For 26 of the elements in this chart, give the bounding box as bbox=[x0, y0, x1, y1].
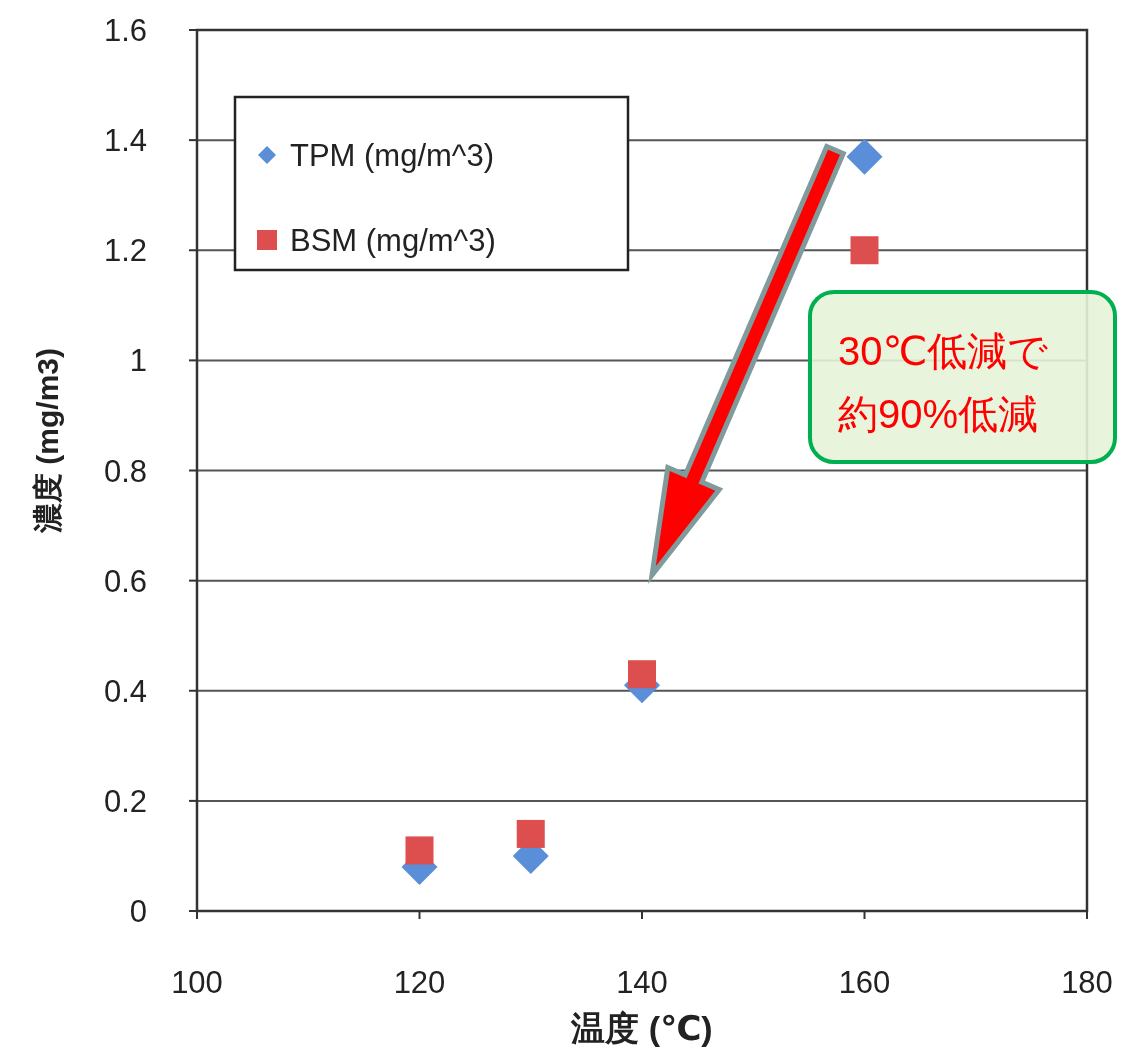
x-tick-label: 180 bbox=[1061, 965, 1113, 1000]
x-tick-label: 160 bbox=[838, 965, 891, 1000]
y-tick-label: 0.8 bbox=[103, 453, 147, 489]
point bbox=[846, 138, 883, 175]
y-tick-label: 1.6 bbox=[103, 13, 147, 48]
legend-label: TPM (mg/m^3) bbox=[290, 138, 494, 173]
y-tick-label: 1 bbox=[129, 343, 147, 379]
point bbox=[628, 660, 656, 689]
y-axis-title: 濃度 (mg/m3) bbox=[31, 347, 64, 535]
annotation: 30℃低減で 約90%低減 bbox=[808, 290, 1117, 464]
y-tick-label: 0.6 bbox=[103, 563, 147, 599]
y-tick-label: 0.4 bbox=[103, 673, 147, 709]
point bbox=[850, 236, 879, 265]
y-tick-label: 0 bbox=[129, 894, 147, 929]
y-tick-label: 0.2 bbox=[103, 783, 147, 819]
point bbox=[405, 836, 434, 865]
x-tick-label: 140 bbox=[616, 965, 668, 1000]
legend-label: BSM (mg/m^3) bbox=[290, 223, 496, 258]
annotation: 約90%低減 bbox=[838, 392, 1039, 436]
point bbox=[516, 819, 545, 848]
x-axis-title: 温度 (℃) bbox=[570, 1009, 713, 1047]
x-tick-label: 120 bbox=[393, 965, 446, 1000]
annotation: 30℃低減で bbox=[838, 329, 1049, 373]
y-tick-label: 1.2 bbox=[103, 233, 147, 269]
y-tick-label: 1.4 bbox=[103, 123, 147, 159]
x-tick-label: 100 bbox=[171, 965, 223, 1000]
